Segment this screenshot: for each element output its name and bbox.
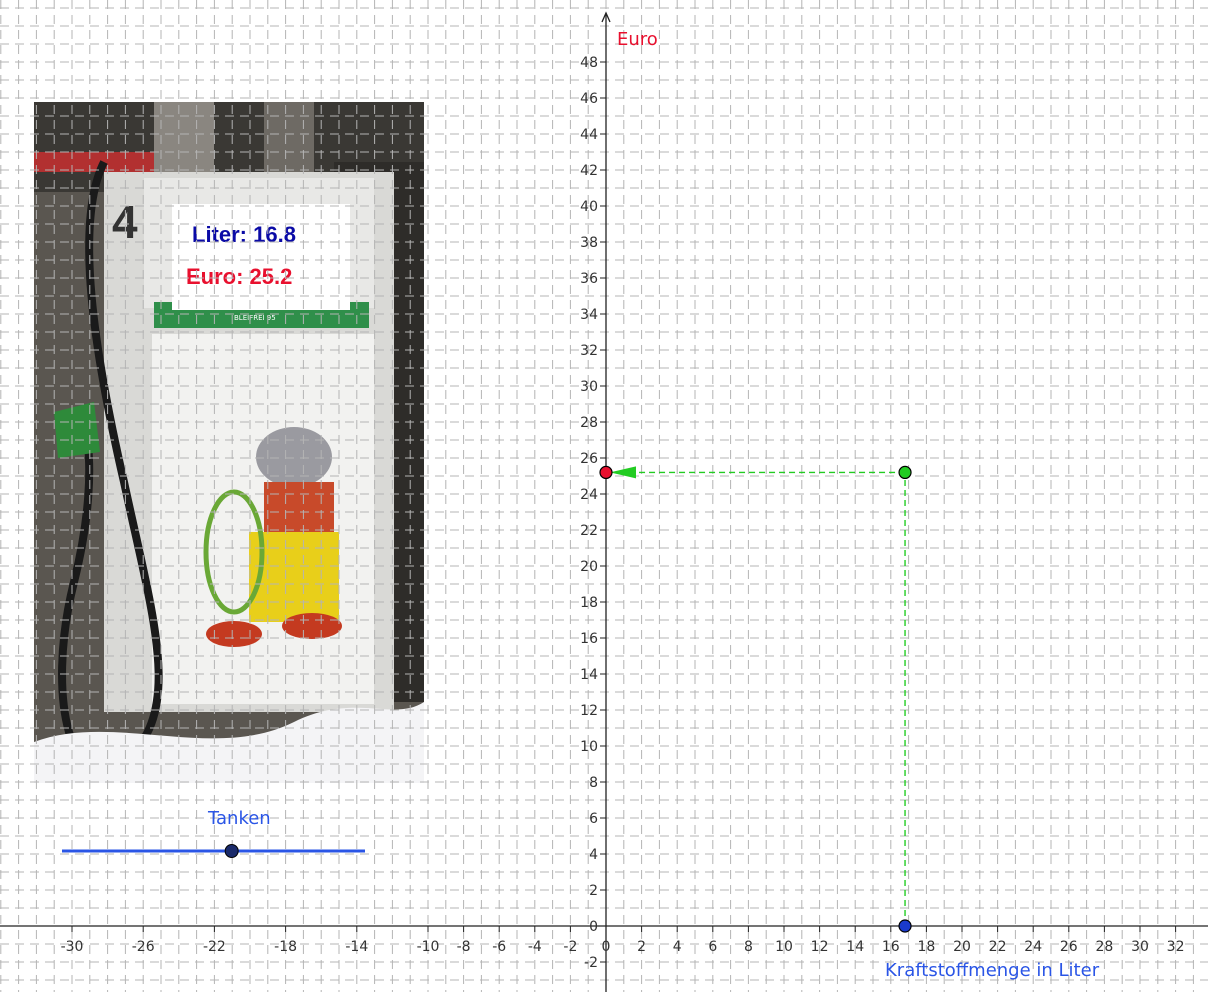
pump-sign-text: BLEIFREI 95 — [234, 314, 276, 322]
y-tick-label: 38 — [580, 235, 598, 251]
x-tick-label: -18 — [274, 939, 297, 955]
x-axis-label: Kraftstoffmenge in Liter — [885, 960, 1100, 981]
euro-point[interactable] — [599, 465, 613, 479]
x-tick-label: 14 — [846, 939, 864, 955]
y-tick-label: 40 — [580, 199, 598, 215]
y-tick-label: 26 — [580, 451, 598, 467]
pump-point[interactable] — [898, 465, 912, 479]
x-tick-label: -30 — [61, 939, 84, 955]
x-tick-label: -26 — [132, 939, 155, 955]
x-tick-label: -22 — [203, 939, 226, 955]
y-tick-label: 18 — [580, 595, 598, 611]
y-tick-label: 32 — [580, 343, 598, 359]
axes — [0, 11, 1208, 992]
y-tick-label: 2 — [589, 883, 598, 899]
x-tick-label: 30 — [1131, 939, 1149, 955]
x-tick-label: 18 — [917, 939, 935, 955]
liter-readout: Liter: 16.8 — [192, 222, 296, 247]
x-tick-label: 2 — [637, 939, 646, 955]
y-tick-label: 28 — [580, 415, 598, 431]
y-tick-label: 6 — [589, 811, 598, 827]
x-tick-label: 4 — [673, 939, 682, 955]
arrowhead — [610, 466, 636, 479]
tick-labels: -30 -26 -22 -18 -14 -10 -8 -6 -4 -2 0 2 4 6 8 10 12 14 16 1… — [61, 55, 1185, 971]
y-tick-label: 4 — [589, 847, 598, 863]
x-tick-label: 8 — [744, 939, 753, 955]
y-tick-label: 24 — [580, 487, 598, 503]
x-tick-label: 6 — [708, 939, 717, 955]
y-tick-label: 22 — [580, 523, 598, 539]
y-tick-label: 48 — [580, 55, 598, 71]
y-tick-label: 8 — [589, 775, 598, 791]
x-tick-label: 32 — [1167, 939, 1185, 955]
liter-point[interactable] — [898, 919, 912, 933]
x-tick-label: 26 — [1060, 939, 1078, 955]
y-tick-label: 44 — [580, 127, 598, 143]
slider-knob[interactable] — [224, 844, 239, 858]
y-tick-label: 12 — [580, 703, 598, 719]
y-tick-label: 20 — [580, 559, 598, 575]
y-tick-label: 30 — [580, 379, 598, 395]
slider-label: Tanken — [208, 808, 271, 829]
x-tick-label: 10 — [775, 939, 793, 955]
x-tick-label: -10 — [417, 939, 440, 955]
y-tick-label: 46 — [580, 91, 598, 107]
x-tick-label: 12 — [811, 939, 829, 955]
x-tick-label: 0 — [602, 939, 611, 955]
y-tick-label: 10 — [580, 739, 598, 755]
x-tick-label: 28 — [1095, 939, 1113, 955]
x-tick-label: -2 — [563, 939, 577, 955]
x-tick-label: -14 — [345, 939, 368, 955]
data-points[interactable] — [599, 465, 912, 933]
slider-tanken[interactable] — [62, 844, 365, 858]
y-axis-label: Euro — [617, 29, 658, 50]
pump-number: 4 — [112, 196, 138, 248]
y-tick-label: 42 — [580, 163, 598, 179]
y-tick-label: 16 — [580, 631, 598, 647]
y-tick-label: 34 — [580, 307, 598, 323]
x-tick-label: 20 — [953, 939, 971, 955]
pump-display: Liter: 16.8 Euro: 25.2 — [172, 204, 350, 310]
y-tick-label: -2 — [584, 955, 598, 971]
guide-lines — [610, 466, 906, 926]
y-tick-label: 14 — [580, 667, 598, 683]
y-axis-arrow — [601, 11, 611, 23]
x-tick-label: 16 — [882, 939, 900, 955]
x-tick-label: -8 — [457, 939, 471, 955]
x-tick-label: 22 — [989, 939, 1007, 955]
x-tick-label: -6 — [492, 939, 506, 955]
euro-readout: Euro: 25.2 — [186, 264, 293, 289]
y-tick-label: 36 — [580, 271, 598, 287]
y-tick-label: 0 — [589, 919, 598, 935]
x-tick-label: -4 — [528, 939, 542, 955]
x-tick-label: 24 — [1024, 939, 1042, 955]
